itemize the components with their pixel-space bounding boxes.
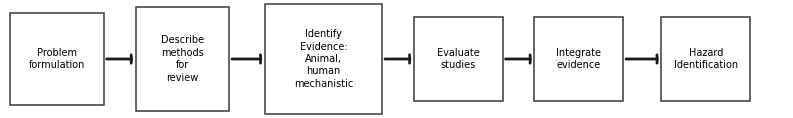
Bar [136, 7, 229, 111]
Bar [534, 17, 623, 101]
Bar [414, 17, 503, 101]
Text: Evaluate
studies: Evaluate studies [437, 48, 480, 70]
Text: Integrate
evidence: Integrate evidence [557, 48, 601, 70]
Text: Hazard
Identification: Hazard Identification [674, 48, 737, 70]
Bar [661, 17, 750, 101]
Text: Problem
formulation: Problem formulation [29, 48, 86, 70]
Text: Describe
methods
for
review: Describe methods for review [161, 35, 204, 83]
Bar [265, 4, 382, 114]
Text: Identify
Evidence:
Animal,
human
mechanistic: Identify Evidence: Animal, human mechani… [294, 29, 353, 89]
Bar [10, 13, 104, 105]
